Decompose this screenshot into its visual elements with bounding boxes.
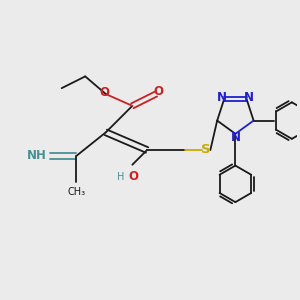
Text: S: S — [201, 143, 211, 157]
Text: O: O — [153, 85, 163, 98]
Text: N: N — [217, 91, 227, 104]
Text: O: O — [99, 86, 110, 99]
Text: O: O — [129, 170, 139, 183]
Text: N: N — [244, 91, 254, 104]
Text: CH₃: CH₃ — [67, 187, 86, 197]
Text: H: H — [117, 172, 124, 182]
Text: NH: NH — [26, 149, 46, 162]
Text: N: N — [230, 131, 240, 144]
